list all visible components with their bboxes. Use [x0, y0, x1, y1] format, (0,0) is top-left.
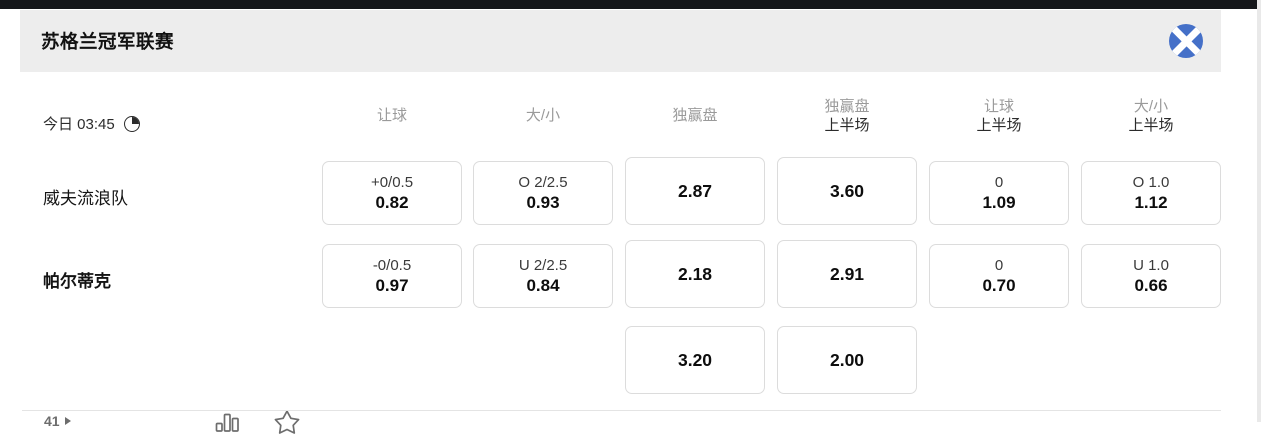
scotland-saltire-icon — [1169, 24, 1203, 58]
odd-price: 2.00 — [829, 349, 865, 370]
chevron-right-icon — [64, 417, 71, 425]
home-team-name[interactable]: 威夫流浪队 — [43, 189, 128, 208]
league-title: 苏格兰冠军联赛 — [41, 31, 175, 52]
odd-price: 2.91 — [829, 263, 865, 284]
odd-price: 0.66 — [1134, 276, 1168, 295]
odd-line: O 2/2.5 — [518, 174, 568, 191]
column-header-over-under: 大/小 — [473, 106, 613, 125]
clock-icon — [123, 115, 140, 132]
window-top-bar — [0, 0, 1261, 9]
odd-cell-handicap-1h-home[interactable]: 0 1.09 — [929, 161, 1069, 225]
odd-price: 0.70 — [982, 276, 1016, 295]
odd-cell-handicap-away[interactable]: -0/0.5 0.97 — [322, 244, 462, 308]
odd-cell-moneyline-draw[interactable]: 3.20 — [625, 326, 765, 394]
odd-cell-over-under-1h-over[interactable]: O 1.0 1.12 — [1081, 161, 1221, 225]
odd-cell-handicap-home[interactable]: +0/0.5 0.82 — [322, 161, 462, 225]
column-header-over-under-1h-label: 大/小 — [1133, 98, 1169, 115]
column-header-over-under-label: 大/小 — [525, 107, 561, 124]
odd-line: U 1.0 — [1133, 257, 1169, 274]
odd-price: 0.84 — [526, 276, 560, 295]
odd-cell-moneyline-1h-draw[interactable]: 2.00 — [777, 326, 917, 394]
column-header-moneyline-1h: 独赢盘 上半场 — [777, 97, 917, 135]
odd-cell-over-under-over[interactable]: O 2/2.5 0.93 — [473, 161, 613, 225]
odd-price: 0.97 — [375, 276, 409, 295]
odd-price: 3.20 — [677, 349, 713, 370]
odd-cell-moneyline-home[interactable]: 2.87 — [625, 157, 765, 225]
column-header-moneyline-label: 独赢盘 — [672, 107, 718, 124]
column-header-over-under-1h-sub: 上半场 — [1128, 117, 1174, 134]
odd-price: 1.09 — [982, 193, 1016, 212]
column-header-moneyline: 独赢盘 — [625, 106, 765, 125]
odd-cell-over-under-under[interactable]: U 2/2.5 0.84 — [473, 244, 613, 308]
odd-line: +0/0.5 — [370, 174, 414, 191]
odd-cell-moneyline-away[interactable]: 2.18 — [625, 240, 765, 308]
markets-count-label: 41 — [44, 413, 60, 429]
page-scrollbar[interactable] — [1257, 0, 1261, 422]
column-header-moneyline-1h-label: 独赢盘 — [824, 98, 870, 115]
column-header-moneyline-1h-sub: 上半场 — [824, 117, 870, 134]
odd-cell-over-under-1h-under[interactable]: U 1.0 0.66 — [1081, 244, 1221, 308]
odd-price: 3.60 — [829, 180, 865, 201]
odd-price: 2.87 — [677, 180, 713, 201]
league-header[interactable]: 苏格兰冠军联赛 — [20, 10, 1221, 72]
odd-price: 1.12 — [1134, 193, 1168, 212]
odd-cell-moneyline-1h-away[interactable]: 2.91 — [777, 240, 917, 308]
odd-price: 0.82 — [375, 193, 409, 212]
sportsbook-page: 苏格兰冠军联赛 让球 大/小 独赢盘 独赢盘 上半场 让球 上半场 大/小 上半… — [0, 9, 1253, 434]
odd-cell-moneyline-1h-home[interactable]: 3.60 — [777, 157, 917, 225]
odd-price: 2.18 — [677, 263, 713, 284]
markets-count-button[interactable]: 41 — [44, 413, 71, 429]
column-header-over-under-1h: 大/小 上半场 — [1081, 97, 1221, 135]
odd-line: 0 — [994, 257, 1004, 274]
odd-line: 0 — [994, 174, 1004, 191]
kickoff-time-label: 今日 03:45 — [43, 116, 115, 133]
star-outline-icon[interactable] — [272, 408, 302, 436]
odd-cell-handicap-1h-away[interactable]: 0 0.70 — [929, 244, 1069, 308]
odd-line: O 1.0 — [1132, 174, 1170, 191]
odd-price: 0.93 — [526, 193, 560, 212]
column-header-handicap-label: 让球 — [376, 107, 407, 124]
kickoff-time[interactable]: 今日 03:45 — [43, 113, 140, 134]
match-row-block: 让球 大/小 独赢盘 独赢盘 上半场 让球 上半场 大/小 上半场 今日 03:… — [0, 72, 1253, 434]
column-header-handicap-1h: 让球 上半场 — [929, 97, 1069, 135]
section-divider — [22, 410, 1221, 411]
away-team-name[interactable]: 帕尔蒂克 — [43, 272, 111, 291]
column-header-handicap: 让球 — [322, 106, 462, 125]
bar-chart-icon[interactable] — [213, 410, 243, 434]
column-header-handicap-1h-sub: 上半场 — [976, 117, 1022, 134]
column-header-handicap-1h-label: 让球 — [983, 98, 1014, 115]
odd-line: -0/0.5 — [372, 257, 412, 274]
odd-line: U 2/2.5 — [518, 257, 568, 274]
